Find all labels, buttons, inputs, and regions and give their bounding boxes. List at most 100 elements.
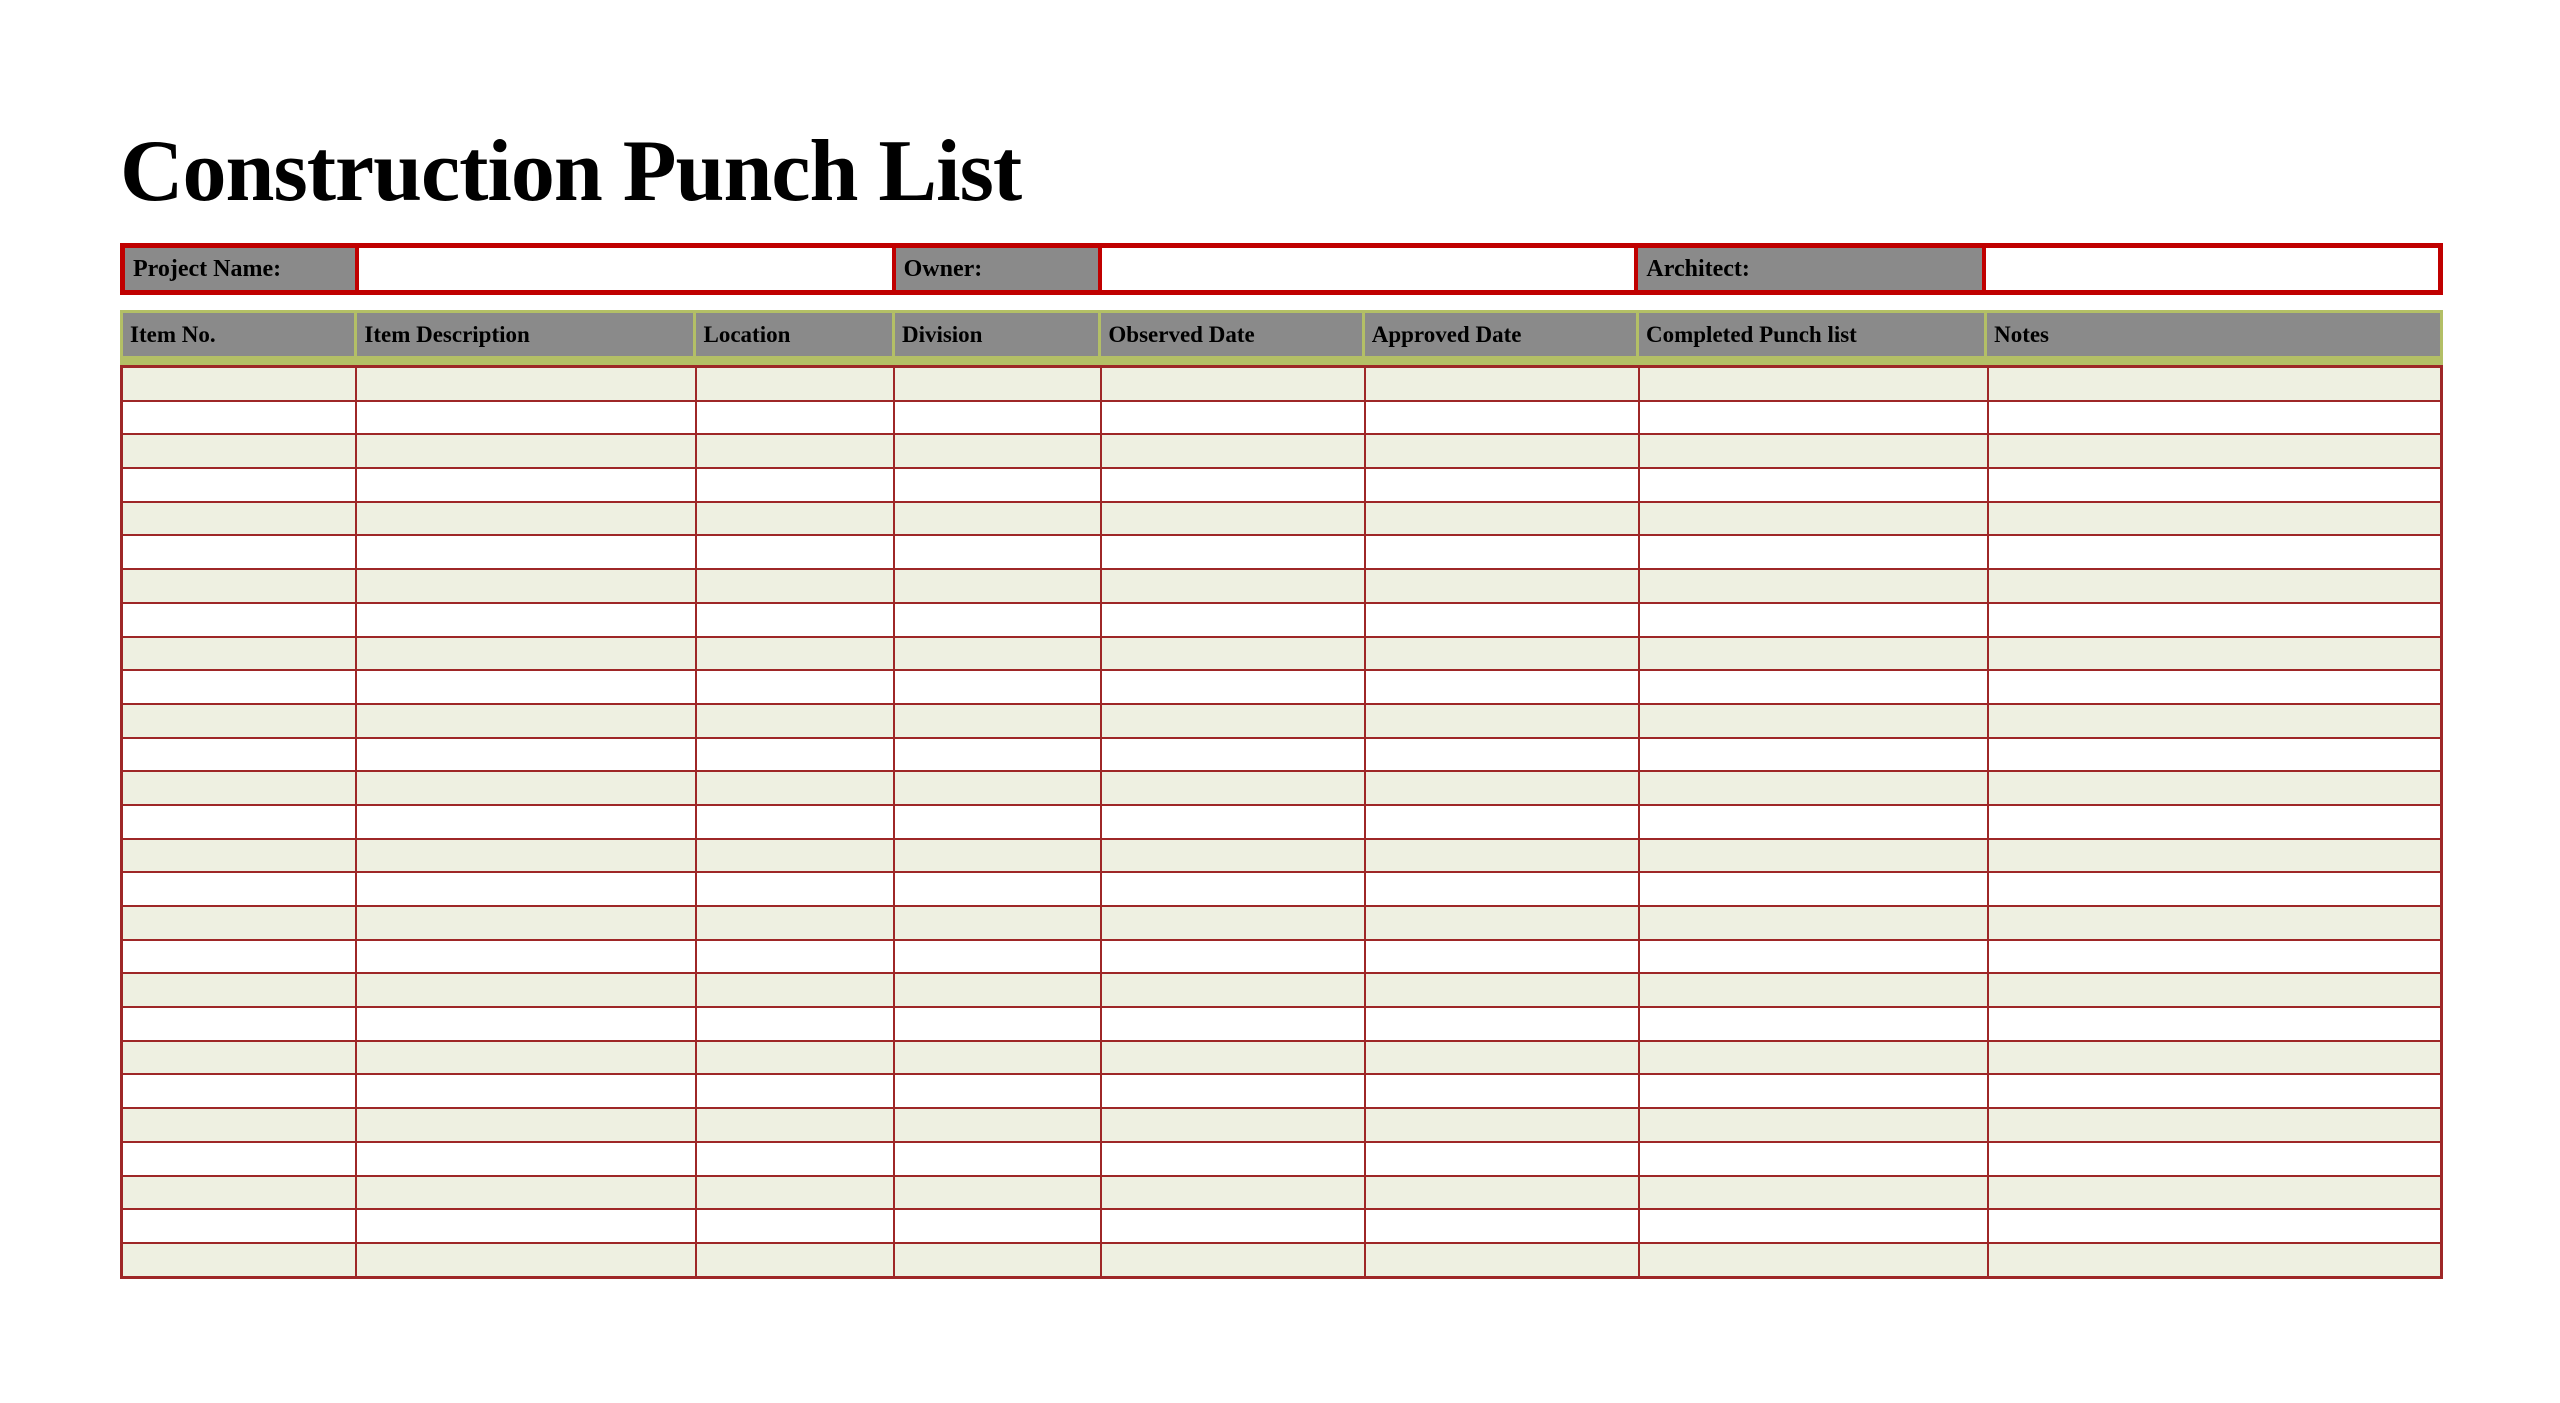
table-cell[interactable] [120,500,358,537]
table-cell[interactable] [355,1039,697,1076]
table-cell[interactable] [893,1208,1103,1244]
table-cell[interactable] [1987,467,2443,503]
table-cell[interactable] [1100,702,1366,739]
table-cell[interactable] [1638,1039,1990,1076]
table-cell[interactable] [1100,467,1366,503]
table-cell[interactable] [120,938,358,975]
table-cell[interactable] [120,972,358,1009]
table-cell[interactable] [120,702,358,739]
table-cell[interactable] [1638,1107,1990,1143]
table-cell[interactable] [694,803,896,840]
table-cell[interactable] [694,1140,896,1177]
table-cell[interactable] [120,601,358,638]
table-cell[interactable] [355,467,697,503]
table-cell[interactable] [694,433,896,470]
table-cell[interactable] [1363,1174,1641,1211]
table-cell[interactable] [1363,1208,1641,1244]
table-cell[interactable] [1363,635,1641,672]
table-cell[interactable] [1987,1073,2443,1110]
table-cell[interactable] [355,1006,697,1042]
table-cell[interactable] [1100,1174,1366,1211]
table-cell[interactable] [355,938,697,975]
table-cell[interactable] [120,669,358,705]
table-cell[interactable] [1987,1140,2443,1177]
table-cell[interactable] [1363,601,1641,638]
table-cell[interactable] [1363,568,1641,604]
table-cell[interactable] [1987,1208,2443,1244]
table-cell[interactable] [355,1208,697,1244]
table-cell[interactable] [355,365,697,402]
table-cell[interactable] [694,568,896,604]
table-cell[interactable] [355,1073,697,1110]
table-cell[interactable] [893,635,1103,672]
table-cell[interactable] [355,905,697,941]
table-cell[interactable] [694,1174,896,1211]
table-cell[interactable] [120,736,358,773]
table-cell[interactable] [694,1073,896,1110]
table-cell[interactable] [1363,500,1641,537]
table-cell[interactable] [1100,770,1366,806]
table-cell[interactable] [1638,669,1990,705]
table-cell[interactable] [893,736,1103,773]
table-cell[interactable] [355,702,697,739]
table-cell[interactable] [1987,1241,2443,1279]
table-cell[interactable] [1987,1039,2443,1076]
table-cell[interactable] [1987,500,2443,537]
table-cell[interactable] [355,399,697,436]
table-cell[interactable] [355,803,697,840]
table-cell[interactable] [355,500,697,537]
table-cell[interactable] [893,1241,1103,1279]
table-cell[interactable] [1638,837,1990,874]
table-cell[interactable] [694,938,896,975]
table-cell[interactable] [1987,770,2443,806]
table-cell[interactable] [355,1140,697,1177]
table-cell[interactable] [355,736,697,773]
table-cell[interactable] [893,1107,1103,1143]
table-cell[interactable] [355,635,697,672]
table-cell[interactable] [1100,1208,1366,1244]
table-cell[interactable] [355,1107,697,1143]
table-cell[interactable] [1638,1073,1990,1110]
table-cell[interactable] [1100,938,1366,975]
table-cell[interactable] [1987,905,2443,941]
table-cell[interactable] [893,1174,1103,1211]
table-cell[interactable] [1638,534,1990,571]
table-cell[interactable] [1638,399,1990,436]
table-cell[interactable] [1987,399,2443,436]
table-cell[interactable] [1100,568,1366,604]
table-cell[interactable] [1987,803,2443,840]
table-cell[interactable] [1363,1107,1641,1143]
table-cell[interactable] [120,467,358,503]
table-cell[interactable] [1363,1073,1641,1110]
table-cell[interactable] [1987,1107,2443,1143]
table-cell[interactable] [1100,601,1366,638]
table-cell[interactable] [1100,1006,1366,1042]
table-cell[interactable] [1100,1073,1366,1110]
table-cell[interactable] [120,1107,358,1143]
table-cell[interactable] [1363,467,1641,503]
table-cell[interactable] [355,433,697,470]
table-cell[interactable] [120,803,358,840]
table-cell[interactable] [1987,433,2443,470]
table-cell[interactable] [893,905,1103,941]
table-cell[interactable] [1363,702,1641,739]
table-cell[interactable] [694,837,896,874]
table-cell[interactable] [694,601,896,638]
table-cell[interactable] [893,365,1103,402]
table-cell[interactable] [893,568,1103,604]
table-cell[interactable] [1363,837,1641,874]
table-cell[interactable] [1100,837,1366,874]
table-cell[interactable] [120,1006,358,1042]
table-cell[interactable] [694,770,896,806]
table-cell[interactable] [120,1174,358,1211]
table-cell[interactable] [1987,365,2443,402]
table-cell[interactable] [1363,1241,1641,1279]
table-cell[interactable] [694,1006,896,1042]
table-cell[interactable] [1100,1039,1366,1076]
table-cell[interactable] [893,500,1103,537]
table-cell[interactable] [1100,534,1366,571]
table-cell[interactable] [1638,601,1990,638]
table-cell[interactable] [1363,972,1641,1009]
table-cell[interactable] [694,1039,896,1076]
table-cell[interactable] [1638,1174,1990,1211]
